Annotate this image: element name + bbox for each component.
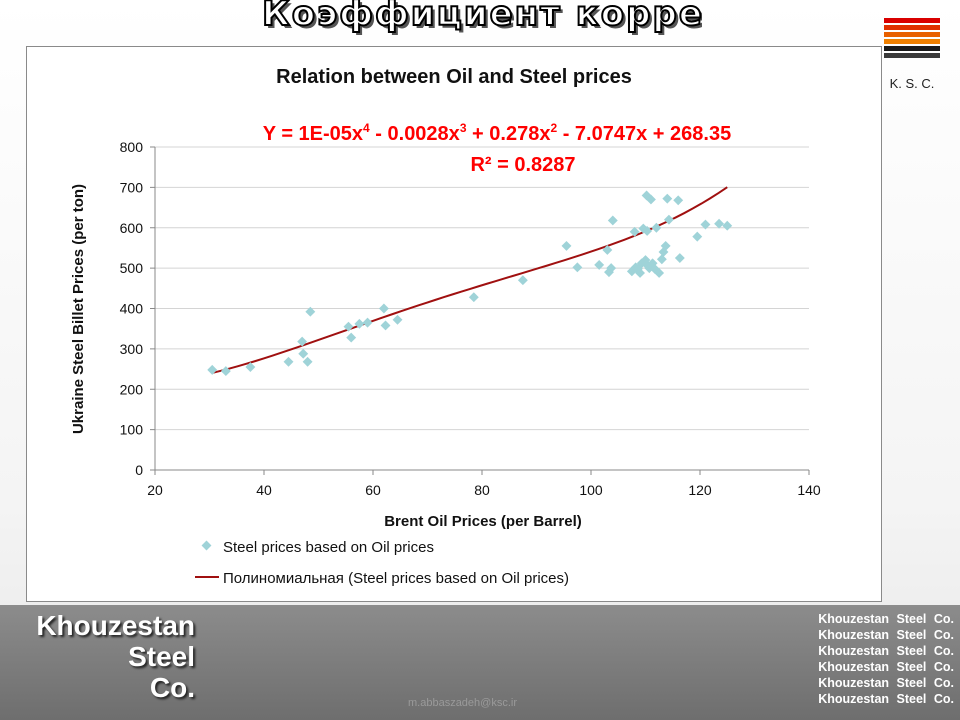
y-tick-label: 100 [120, 422, 144, 438]
scatter-point [673, 195, 684, 206]
x-tick-label: 60 [365, 482, 381, 498]
scatter-point [700, 219, 711, 230]
scatter-point [635, 268, 645, 278]
scatter-point [283, 356, 294, 367]
scatter-point [642, 226, 653, 236]
scatter-point [362, 317, 373, 328]
repeated-brand-line: Khouzestan Steel Co. [818, 692, 954, 706]
scatter-point [662, 193, 673, 204]
legend-label-scatter: Steel prices based on Oil prices [223, 539, 434, 556]
chart-frame: Relation between Oil and Steel prices Y … [26, 46, 882, 602]
y-tick-label: 700 [120, 179, 144, 195]
slide-title: Коэффициент корреляции [262, 0, 702, 35]
scatter-point [594, 259, 605, 270]
x-tick-label: 100 [579, 482, 603, 498]
scatter-point [297, 336, 308, 347]
repeated-brand-line: Khouzestan Steel Co. [818, 644, 954, 658]
x-axis-label: Brent Oil Prices (per Barrel) [384, 513, 582, 530]
scatter-point [517, 275, 528, 286]
axes [150, 146, 810, 475]
logo-stripe [884, 32, 940, 37]
scatter-point [302, 356, 313, 367]
trendline-equation: Y = 1E-05x4 - 0.0028x3 + 0.278x2 - 7.074… [263, 121, 731, 145]
footer-bar [0, 605, 960, 720]
scatter-point [305, 306, 316, 317]
scatter-point [674, 253, 685, 263]
y-tick-label: 0 [135, 462, 143, 478]
legend-label-trendline: Полиномиальная (Steel prices based on Oi… [223, 570, 569, 587]
scatter-point [654, 268, 665, 278]
scatter-point [468, 292, 479, 303]
logo-stripe [884, 46, 940, 51]
scatter-point [722, 220, 733, 231]
r-squared: R² = 0.8287 [470, 154, 575, 176]
scatter-point [602, 245, 613, 255]
ksc-logo: K. S. C. [876, 18, 948, 98]
brand-line: Khouzestan [36, 610, 195, 641]
scatter-point [354, 318, 365, 329]
x-tick-label: 120 [688, 482, 712, 498]
y-axis-label: Ukraine Steel Billet Prices (per ton) [70, 184, 87, 434]
scatter-point [343, 321, 354, 332]
repeated-brand-line: Khouzestan Steel Co. [818, 660, 954, 674]
scatter-point [607, 215, 618, 226]
scatter-point [561, 240, 572, 251]
chart-title: Relation between Oil and Steel prices [276, 66, 632, 88]
brand-line: Co. [149, 672, 195, 703]
logo-stripe [884, 53, 940, 58]
logo-stripe [884, 18, 940, 23]
scatter-point [651, 222, 662, 233]
x-tick-label: 80 [474, 482, 490, 498]
scatter-point [298, 348, 309, 359]
legend: Steel prices based on Oil prices Полином… [195, 539, 569, 587]
logo-stripes [884, 18, 940, 70]
gridlines [155, 146, 809, 431]
repeated-brand-list: Khouzestan Steel Co. Khouzestan Steel Co… [772, 611, 954, 707]
logo-stripe [884, 39, 940, 44]
repeated-brand-line: Khouzestan Steel Co. [818, 612, 954, 626]
legend-marker-scatter [201, 540, 212, 551]
y-tick-label: 800 [120, 139, 144, 155]
scatter-point [629, 226, 640, 237]
scatter-point [606, 263, 617, 274]
scatter-point [245, 362, 256, 372]
brand-name: Khouzestan Steel Co. [10, 610, 195, 703]
tick-labels: 0 100 200 300 400 500 600 700 800 20 40 60 80 100 120 1… [120, 139, 821, 498]
chart-svg: Relation between Oil and Steel prices Y … [70, 66, 821, 587]
scatter-point [660, 240, 671, 251]
scatter-point [572, 262, 583, 273]
y-tick-label: 400 [120, 301, 144, 317]
scatter-point [392, 314, 403, 325]
scatter-point [346, 332, 357, 343]
brand-line: Steel [128, 641, 195, 672]
scatter-points [207, 190, 733, 377]
x-tick-label: 40 [256, 482, 272, 498]
scatter-point [646, 194, 656, 205]
y-tick-label: 300 [120, 341, 144, 357]
x-tick-label: 20 [147, 482, 163, 498]
scatter-point [663, 214, 674, 225]
trendline [211, 186, 728, 374]
scatter-point [380, 320, 391, 331]
y-tick-label: 200 [120, 381, 144, 397]
y-tick-label: 600 [120, 220, 144, 236]
scatter-point [378, 303, 389, 314]
scatter-point [714, 218, 725, 229]
repeated-brand-line: Khouzestan Steel Co. [818, 628, 954, 642]
logo-text: K. S. C. [889, 76, 935, 91]
author-email: m.abbaszadeh@ksc.ir [408, 697, 517, 709]
logo-stripe [884, 25, 940, 30]
scatter-point [692, 231, 703, 242]
repeated-brand-line: Khouzestan Steel Co. [818, 676, 954, 690]
scatter-point [207, 364, 218, 375]
scatter-point [656, 254, 667, 265]
y-tick-label: 500 [120, 260, 144, 276]
x-tick-label: 140 [797, 482, 821, 498]
scatter-point [220, 366, 231, 377]
